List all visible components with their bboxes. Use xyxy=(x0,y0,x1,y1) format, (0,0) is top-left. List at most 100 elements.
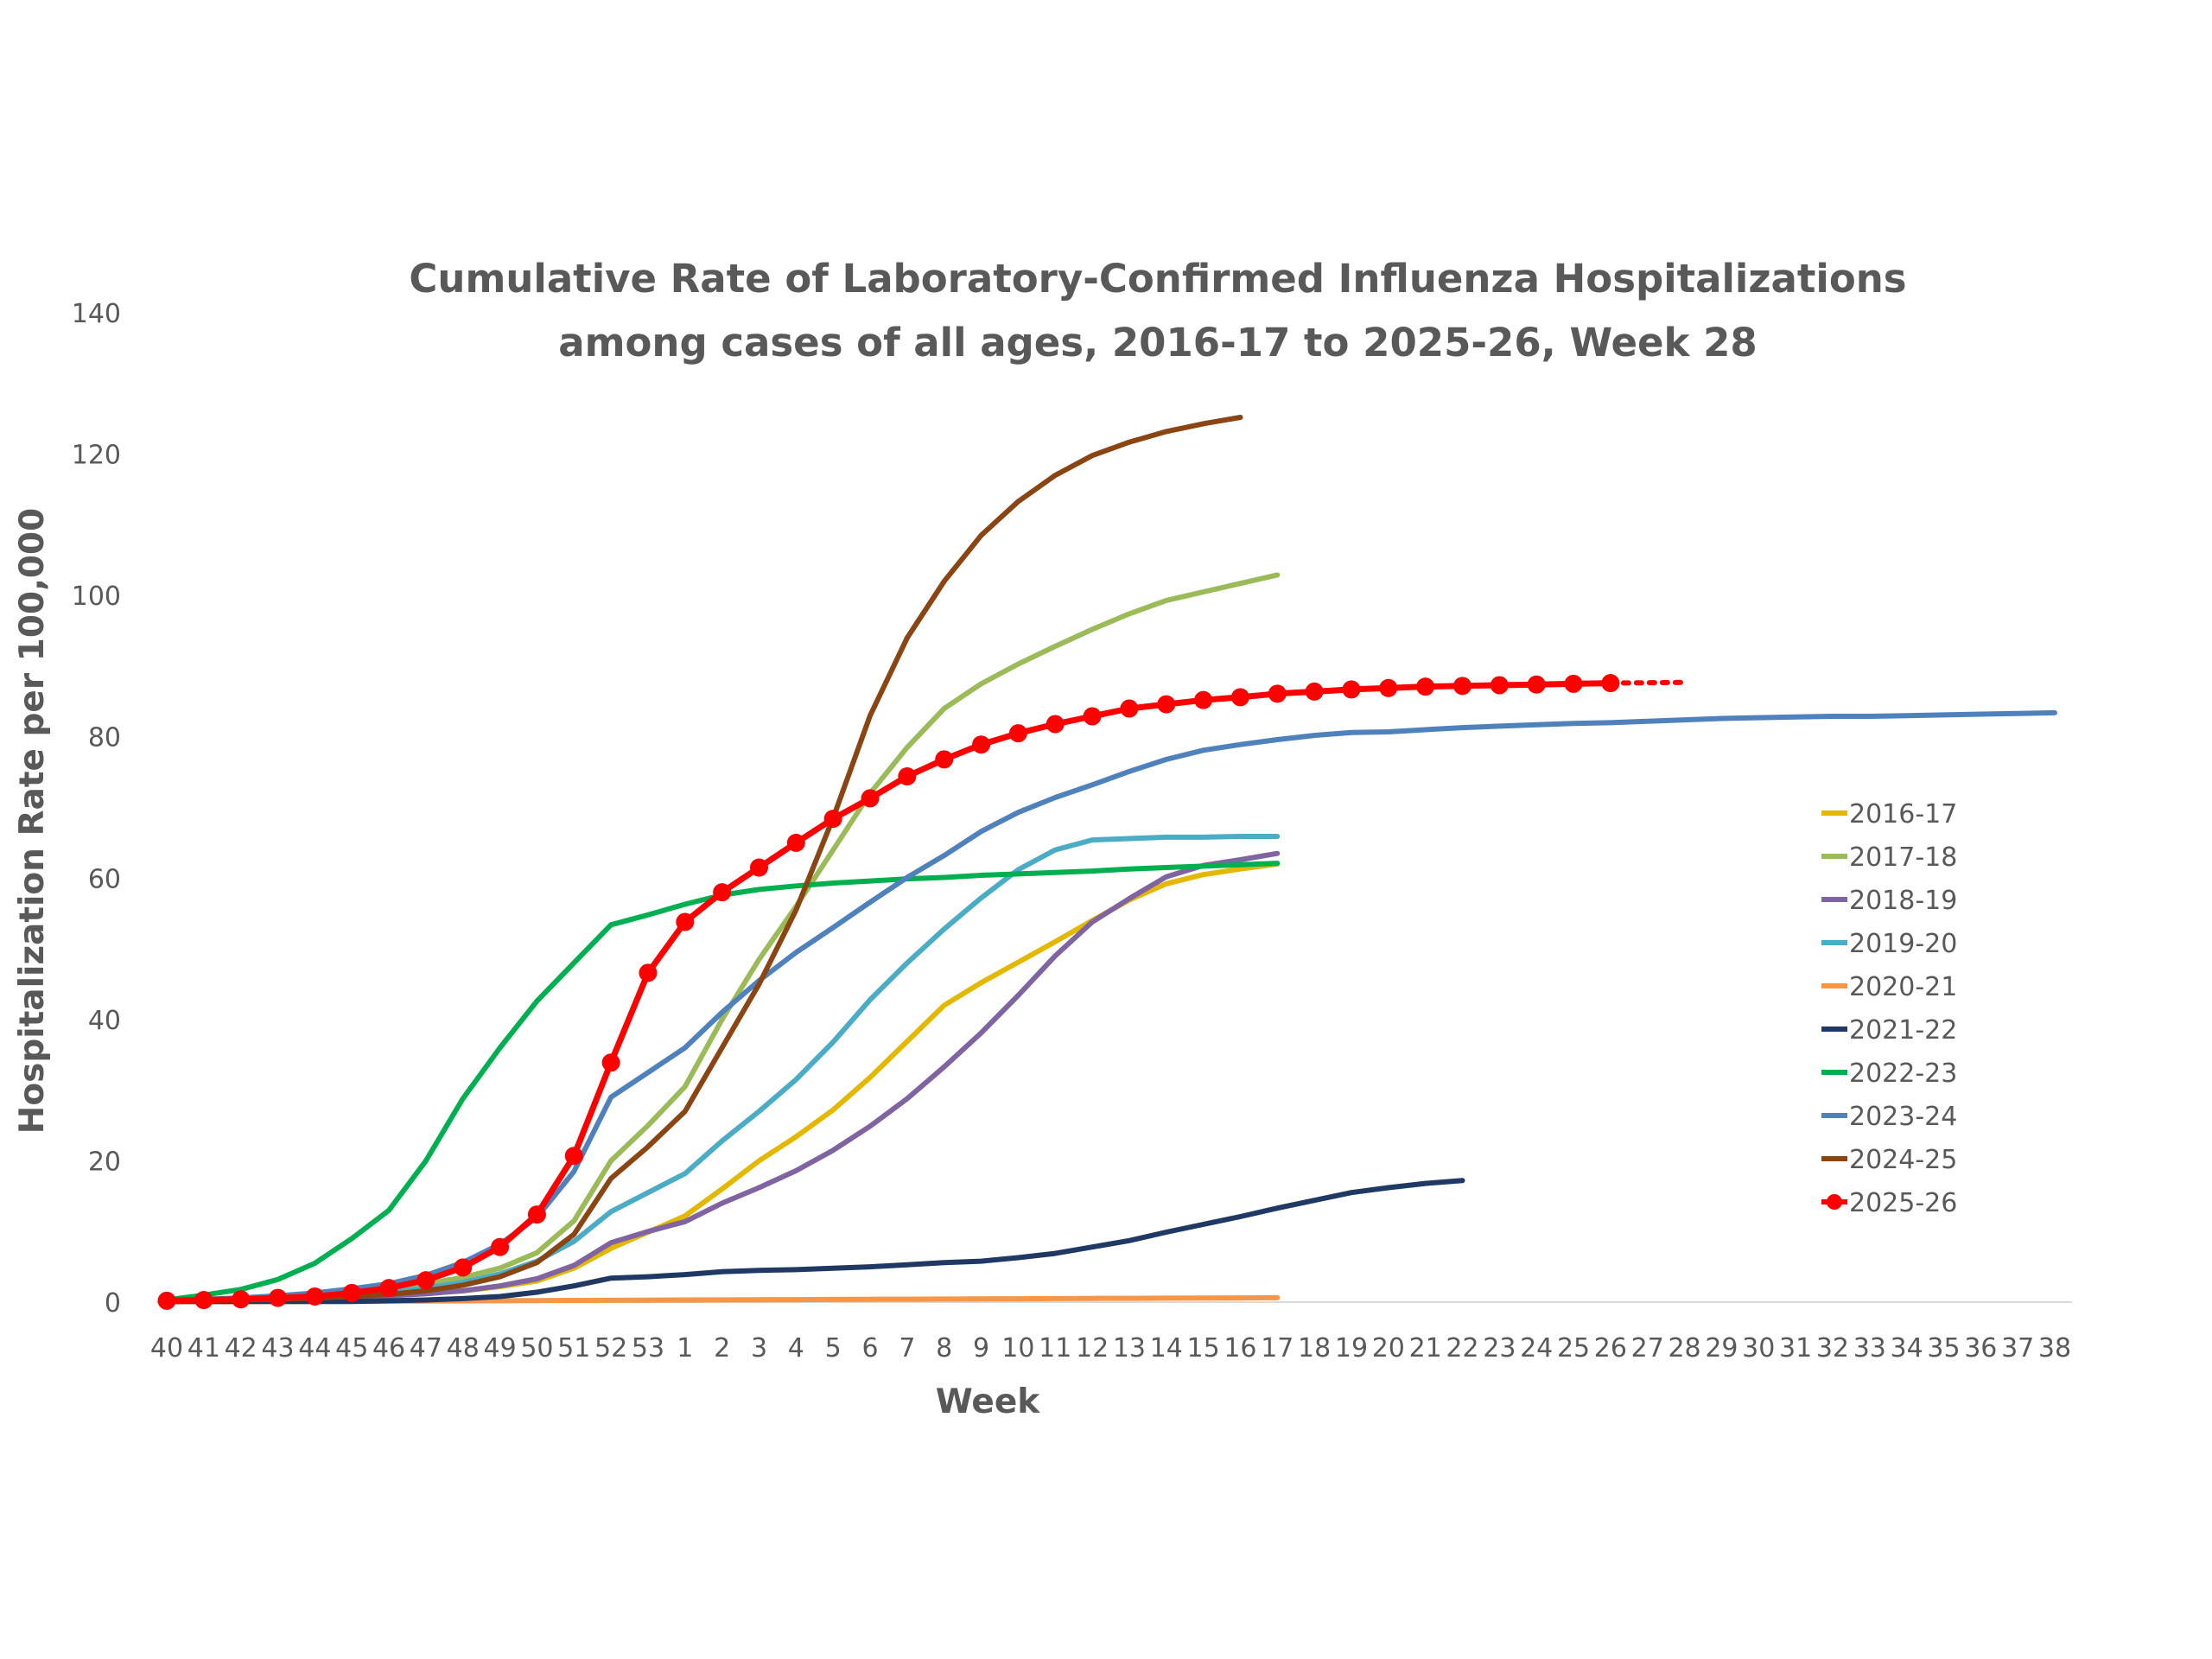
data-point xyxy=(749,858,768,877)
data-point xyxy=(379,1279,398,1298)
x-tick-label: 15 xyxy=(1187,1333,1220,1363)
data-point xyxy=(898,767,917,786)
data-point xyxy=(1379,678,1398,697)
legend-label-2020-21: 2020-21 xyxy=(1849,972,1957,1002)
legend-marker xyxy=(1827,1194,1842,1210)
data-point xyxy=(972,735,991,754)
x-tick-label: 8 xyxy=(936,1333,952,1363)
x-tick-label: 43 xyxy=(261,1333,294,1363)
x-tick-label: 35 xyxy=(1927,1333,1960,1363)
legend-label-2022-23: 2022-23 xyxy=(1849,1058,1957,1089)
data-point xyxy=(157,1291,176,1310)
data-point xyxy=(786,833,805,852)
x-tick-label: 46 xyxy=(372,1333,405,1363)
x-tick-label: 20 xyxy=(1372,1333,1405,1363)
x-tick-label: 11 xyxy=(1039,1333,1071,1363)
x-tick-label: 25 xyxy=(1557,1333,1590,1363)
series-line-2021-22 xyxy=(164,1178,1465,1305)
x-tick-label: 21 xyxy=(1409,1333,1442,1363)
x-tick-label: 30 xyxy=(1742,1333,1775,1363)
x-tick-label: 24 xyxy=(1520,1333,1553,1363)
series-line-2018-19 xyxy=(164,850,1281,1305)
data-point xyxy=(1527,675,1546,694)
legend-label-2018-19: 2018-19 xyxy=(1849,886,1957,916)
data-point xyxy=(454,1258,473,1277)
x-tick-label: 40 xyxy=(150,1333,183,1363)
x-tick-label: 44 xyxy=(298,1333,331,1363)
legend-label-2017-18: 2017-18 xyxy=(1849,842,1957,873)
data-point xyxy=(935,750,954,769)
x-tick-label: 52 xyxy=(594,1333,627,1363)
y-tick-label: 60 xyxy=(88,864,121,894)
series-line-2023-24 xyxy=(164,709,2057,1304)
data-point xyxy=(1490,676,1509,695)
chart-title: Cumulative Rate of Laboratory-Confirmed … xyxy=(409,256,1906,302)
x-tick-label: 22 xyxy=(1446,1333,1478,1363)
legend-label-2021-22: 2021-22 xyxy=(1849,1015,1957,1046)
data-point xyxy=(1194,690,1213,709)
y-tick-label: 0 xyxy=(105,1288,121,1319)
data-point xyxy=(1305,682,1324,701)
x-tick-label: 34 xyxy=(1891,1333,1923,1363)
data-point xyxy=(1601,674,1620,693)
x-tick-label: 33 xyxy=(1853,1333,1886,1363)
data-point xyxy=(342,1283,361,1302)
legend-label-2016-17: 2016-17 xyxy=(1849,799,1957,830)
x-tick-label: 53 xyxy=(632,1333,664,1363)
x-tick-label: 27 xyxy=(1631,1333,1664,1363)
x-tick-label: 47 xyxy=(410,1333,442,1363)
x-tick-label: 2 xyxy=(714,1333,730,1363)
x-tick-label: 13 xyxy=(1113,1333,1146,1363)
x-tick-label: 51 xyxy=(557,1333,590,1363)
data-point xyxy=(194,1291,213,1310)
series-line-2025-26 xyxy=(163,680,1614,1304)
data-point xyxy=(491,1237,510,1256)
y-tick-label: 100 xyxy=(72,582,121,612)
data-point xyxy=(1120,699,1139,718)
x-tick-label: 17 xyxy=(1261,1333,1294,1363)
data-point xyxy=(527,1205,546,1224)
data-point xyxy=(713,883,732,902)
x-tick-label: 31 xyxy=(1779,1333,1812,1363)
legend: 2016-17 2017-18 2018-19 2019-20 2020-21 2021-… xyxy=(1821,799,1957,1218)
data-point xyxy=(1046,715,1065,734)
chart-subtitle: among cases of all ages, 2016-17 to 2025… xyxy=(558,320,1757,365)
data-point xyxy=(1564,674,1583,693)
data-point xyxy=(1342,680,1361,699)
legend-label-2024-25: 2024-25 xyxy=(1849,1145,1957,1175)
x-tick-label: 5 xyxy=(825,1333,842,1363)
x-tick-label: 26 xyxy=(1594,1333,1627,1363)
data-point xyxy=(639,963,658,982)
data-point xyxy=(1268,684,1287,703)
x-tick-label: 9 xyxy=(973,1333,989,1363)
series-line-2019-20 xyxy=(164,834,1281,1305)
x-tick-label: 7 xyxy=(899,1333,915,1363)
data-point xyxy=(601,1053,620,1072)
data-point xyxy=(1157,695,1176,714)
x-tick-label: 6 xyxy=(861,1333,878,1363)
legend-label-2019-20: 2019-20 xyxy=(1849,929,1957,959)
data-point xyxy=(1230,688,1249,707)
x-tick-label: 49 xyxy=(483,1333,516,1363)
legend-label-2023-24: 2023-24 xyxy=(1849,1102,1957,1132)
x-tick-label: 38 xyxy=(2038,1333,2071,1363)
data-point xyxy=(1083,707,1102,726)
y-tick-label: 80 xyxy=(88,723,121,753)
x-tick-label: 45 xyxy=(335,1333,368,1363)
series-layer xyxy=(157,415,2057,1310)
series-line-2022-23 xyxy=(164,861,1281,1303)
data-point xyxy=(1008,724,1027,743)
x-axis-title: Week xyxy=(936,1382,1041,1421)
data-point xyxy=(269,1288,288,1307)
x-tick-label: 50 xyxy=(520,1333,553,1363)
x-tick-label: 41 xyxy=(188,1333,220,1363)
x-tick-label: 1 xyxy=(677,1333,693,1363)
data-point xyxy=(676,912,695,931)
x-tick-label: 28 xyxy=(1668,1333,1700,1363)
x-tick-label: 37 xyxy=(2001,1333,2034,1363)
x-tick-label: 12 xyxy=(1076,1333,1109,1363)
x-tick-label: 42 xyxy=(225,1333,257,1363)
y-axis-ticks: 0 20 40 60 80 100 120 140 xyxy=(72,299,121,1319)
data-point xyxy=(305,1287,324,1306)
